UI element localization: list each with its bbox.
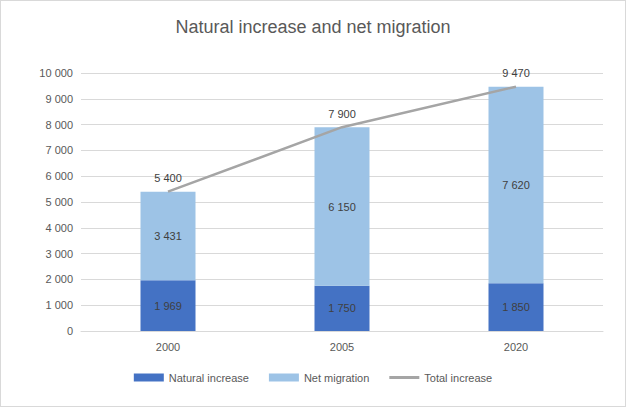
svg-text:Net migration: Net migration bbox=[304, 372, 369, 384]
svg-text:3 431: 3 431 bbox=[154, 230, 182, 242]
svg-text:2005: 2005 bbox=[330, 341, 354, 353]
svg-text:8 000: 8 000 bbox=[45, 119, 73, 131]
svg-text:Total increase: Total increase bbox=[424, 372, 492, 384]
svg-text:6 150: 6 150 bbox=[328, 201, 356, 213]
svg-text:2 000: 2 000 bbox=[45, 273, 73, 285]
svg-text:1 000: 1 000 bbox=[45, 299, 73, 311]
svg-text:2020: 2020 bbox=[504, 341, 528, 353]
svg-text:9 470: 9 470 bbox=[502, 67, 530, 79]
svg-text:Natural increase and net migra: Natural increase and net migration bbox=[175, 17, 450, 37]
svg-text:1 969: 1 969 bbox=[154, 300, 182, 312]
svg-text:4 000: 4 000 bbox=[45, 222, 73, 234]
svg-text:6 000: 6 000 bbox=[45, 170, 73, 182]
svg-text:0: 0 bbox=[67, 325, 73, 337]
svg-text:7 620: 7 620 bbox=[502, 179, 530, 191]
svg-text:7 000: 7 000 bbox=[45, 144, 73, 156]
svg-text:5 000: 5 000 bbox=[45, 196, 73, 208]
svg-text:Natural increase: Natural increase bbox=[169, 372, 249, 384]
svg-text:1 750: 1 750 bbox=[328, 302, 356, 314]
svg-text:3 000: 3 000 bbox=[45, 248, 73, 260]
svg-text:7 900: 7 900 bbox=[328, 108, 356, 120]
svg-text:9 000: 9 000 bbox=[45, 93, 73, 105]
svg-text:5 400: 5 400 bbox=[154, 172, 182, 184]
svg-text:2000: 2000 bbox=[156, 341, 180, 353]
svg-text:10 000: 10 000 bbox=[39, 67, 73, 79]
svg-text:1 850: 1 850 bbox=[502, 301, 530, 313]
